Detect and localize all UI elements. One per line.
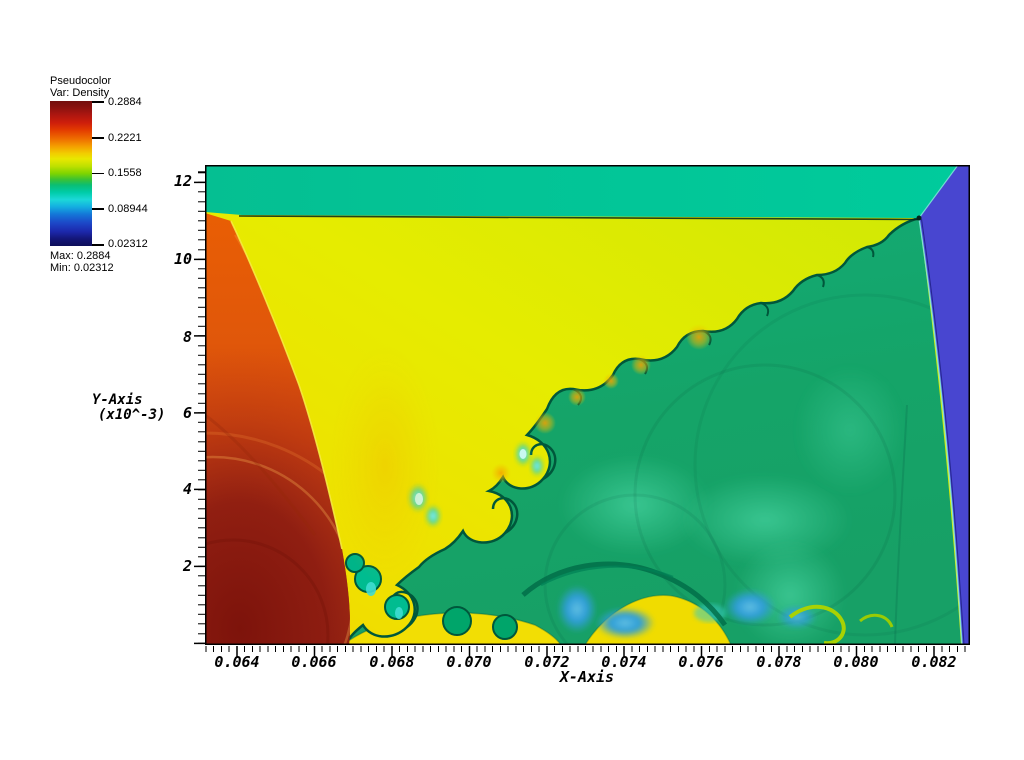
x-tick-label: 0.074 bbox=[601, 653, 647, 671]
colorbar-gradient bbox=[50, 101, 92, 246]
x-axis-title: X-Axis bbox=[559, 668, 615, 686]
y-tick-label: 2 bbox=[182, 557, 192, 575]
x-tick-label: 0.076 bbox=[678, 653, 724, 671]
y-axis-title: Y-Axis bbox=[92, 392, 143, 408]
colorbar-tick-label: 0.08944 bbox=[108, 203, 148, 215]
triple-point bbox=[916, 215, 922, 221]
y-axis-units: (x10^-3) bbox=[98, 407, 166, 423]
hot-spots bbox=[330, 324, 712, 585]
colorbar-tick bbox=[92, 244, 104, 246]
teal-top-band bbox=[205, 165, 958, 221]
x-tick-label: 0.068 bbox=[369, 653, 415, 671]
contact-line bbox=[230, 220, 343, 550]
y-tick-label: 10 bbox=[173, 250, 192, 268]
x-tick-label: 0.072 bbox=[524, 653, 570, 671]
colorbar-tick bbox=[92, 172, 104, 174]
x-tick-label: 0.064 bbox=[214, 653, 260, 671]
colorbar-tick-label: 0.1558 bbox=[108, 167, 142, 179]
y-tick-label: 12 bbox=[173, 172, 192, 190]
x-tick-label: 0.066 bbox=[291, 653, 337, 671]
legend-max: Max: 0.2884 bbox=[50, 250, 111, 262]
plot-border bbox=[205, 165, 970, 645]
colorbar-tick bbox=[92, 101, 104, 103]
x-tick-label: 0.080 bbox=[833, 653, 879, 671]
legend-title: Pseudocolor bbox=[50, 75, 112, 87]
wall-vortex-blue-patches bbox=[557, 585, 817, 639]
blue-pre-shock-band bbox=[916, 165, 970, 645]
colorbar-tick-label: 0.2884 bbox=[108, 96, 142, 108]
y-tick-label: 6 bbox=[182, 404, 192, 422]
density-field-canvas[interactable] bbox=[205, 165, 970, 645]
x-tick-label: 0.078 bbox=[756, 653, 802, 671]
x-axis-major-ticks bbox=[205, 646, 971, 657]
y-tick-label: 4 bbox=[182, 480, 192, 498]
colorbar-tick bbox=[92, 208, 104, 210]
x-tick-label: 0.070 bbox=[446, 653, 492, 671]
colorbar-tick-label: 0.2221 bbox=[108, 132, 142, 144]
colorbar-tick bbox=[92, 137, 104, 139]
x-tick-label: 0.082 bbox=[911, 653, 957, 671]
colorbar-tick-label: 0.02312 bbox=[108, 238, 148, 250]
legend-variable: Var: Density bbox=[50, 87, 110, 99]
y-tick-label: 8 bbox=[182, 328, 192, 346]
legend-min: Min: 0.02312 bbox=[50, 262, 114, 274]
y-axis-major-ticks bbox=[194, 165, 205, 646]
